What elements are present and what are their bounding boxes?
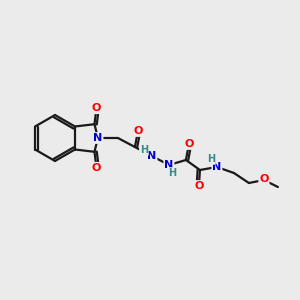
Text: O: O: [184, 139, 194, 149]
Text: O: O: [259, 174, 268, 184]
Text: H: H: [140, 145, 148, 155]
Text: H: H: [207, 154, 215, 164]
Text: H: H: [168, 168, 176, 178]
Text: O: O: [194, 181, 204, 191]
Text: O: O: [92, 103, 101, 113]
Text: O: O: [133, 126, 142, 136]
Text: O: O: [92, 163, 101, 173]
Text: N: N: [93, 133, 103, 143]
Text: N: N: [212, 162, 221, 172]
Text: N: N: [164, 160, 173, 170]
Text: N: N: [147, 151, 157, 161]
